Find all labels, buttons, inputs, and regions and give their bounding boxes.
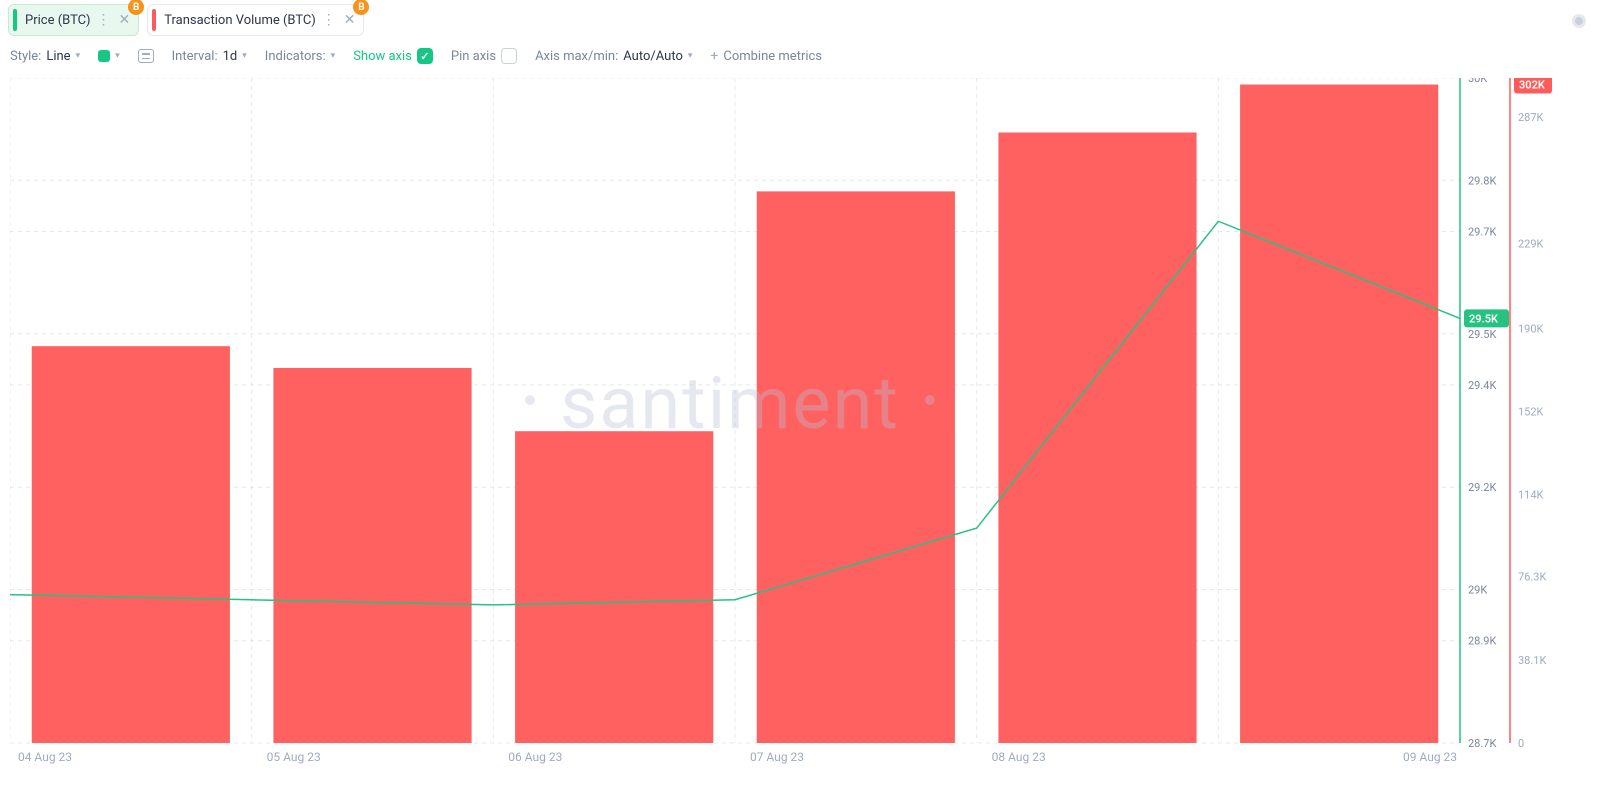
- axis-maxmin-label: Axis max/min:: [535, 49, 618, 64]
- chevron-down-icon: ▾: [688, 51, 693, 61]
- checkbox-checked-icon: [417, 48, 433, 64]
- status-indicator: [1572, 14, 1586, 28]
- y-axis-right-label: 190K: [1518, 323, 1544, 336]
- show-axis-toggle[interactable]: Show axis: [353, 48, 433, 64]
- metric-stripe: [152, 9, 156, 31]
- metric-pill-price[interactable]: Price (BTC) ⋮ ✕ B: [8, 4, 139, 36]
- metrics-row: Price (BTC) ⋮ ✕ B Transaction Volume (BT…: [0, 0, 1600, 40]
- metric-label: Price (BTC): [25, 13, 90, 28]
- y-axis-left-label: 28.7K: [1468, 737, 1496, 750]
- y-axis-left-label: 30K: [1468, 78, 1487, 85]
- plus-icon: +: [710, 48, 718, 64]
- x-axis-label: 09 Aug 23: [1403, 750, 1457, 764]
- x-axis-label: 07 Aug 23: [750, 750, 804, 764]
- y-axis-left-label: 29.2K: [1468, 481, 1496, 494]
- svg-text:302K: 302K: [1519, 79, 1546, 92]
- chart-svg: santiment 04 Aug 23 05 Aug 23 06 Aug 23 07 …: [10, 78, 1590, 773]
- y-axis-left-label: 29.7K: [1468, 225, 1496, 238]
- pin-axis-toggle[interactable]: Pin axis: [451, 48, 517, 64]
- y-axis-left-label: 29.8K: [1468, 174, 1496, 187]
- coin-badge-icon: B: [353, 0, 369, 15]
- chart-toolbar: Style: Line ▾ ▾ Interval: 1d ▾ Indicator…: [0, 40, 1600, 73]
- chevron-down-icon: ▾: [331, 51, 336, 61]
- indicators-label: Indicators:: [265, 49, 326, 64]
- color-swatch: [98, 50, 110, 62]
- style-value: Line: [46, 49, 70, 64]
- metric-stripe: [13, 9, 17, 31]
- chevron-down-icon: ▾: [115, 51, 120, 61]
- chart-area: santiment 04 Aug 23 05 Aug 23 06 Aug 23 07 …: [10, 78, 1590, 773]
- axis-current-badge: 29.5K: [1464, 309, 1509, 327]
- style-label: Style:: [10, 49, 41, 64]
- axis-maxmin-selector[interactable]: Axis max/min: Auto/Auto ▾: [535, 49, 692, 64]
- metric-label: Transaction Volume (BTC): [164, 13, 316, 28]
- y-axis-right-label: 38.1K: [1518, 654, 1546, 667]
- close-icon[interactable]: ✕: [116, 13, 132, 27]
- volume-bar: [32, 346, 230, 743]
- interval-selector[interactable]: Interval: 1d ▾: [172, 49, 247, 64]
- interval-label: Interval:: [172, 49, 218, 64]
- y-axis-left-label: 29.4K: [1468, 379, 1496, 392]
- volume-bar: [757, 191, 955, 743]
- chevron-down-icon: ▾: [242, 51, 247, 61]
- y-axis-right-label: 114K: [1518, 488, 1544, 501]
- style-selector[interactable]: Style: Line ▾: [10, 49, 80, 64]
- checkbox-icon: [501, 48, 517, 64]
- kebab-icon[interactable]: ⋮: [322, 13, 336, 27]
- close-icon[interactable]: ✕: [342, 13, 358, 27]
- x-axis-label: 08 Aug 23: [992, 750, 1046, 764]
- color-selector[interactable]: ▾: [98, 50, 120, 62]
- pin-axis-label: Pin axis: [451, 49, 496, 64]
- y-axis-left-label: 29.5K: [1468, 328, 1496, 341]
- show-axis-label: Show axis: [353, 49, 412, 64]
- chevron-down-icon: ▾: [76, 51, 81, 61]
- volume-bar: [515, 431, 713, 743]
- indicators-selector[interactable]: Indicators: ▾: [265, 49, 335, 64]
- scale-toggle[interactable]: [138, 49, 154, 63]
- x-axis-label: 05 Aug 23: [267, 750, 321, 764]
- y-axis-left-label: 28.9K: [1468, 635, 1496, 648]
- axis-maxmin-value: Auto/Auto: [623, 49, 683, 64]
- y-axis-right-label: 76.3K: [1518, 571, 1546, 584]
- svg-text:29.5K: 29.5K: [1469, 312, 1499, 325]
- volume-bar: [1240, 85, 1438, 743]
- x-axis-label: 06 Aug 23: [508, 750, 562, 764]
- axis-current-badge: 302K: [1514, 78, 1552, 94]
- y-axis-right-label: 152K: [1518, 406, 1544, 419]
- y-axis-right-label: 0: [1518, 737, 1524, 750]
- y-axis-left-label: 29K: [1468, 584, 1487, 597]
- metric-pill-volume[interactable]: Transaction Volume (BTC) ⋮ ✕ B: [147, 4, 364, 36]
- y-axis-right-label: 229K: [1518, 238, 1544, 251]
- watermark: santiment: [560, 361, 900, 446]
- coin-badge-icon: B: [128, 0, 144, 15]
- combine-label: Combine metrics: [723, 49, 822, 64]
- interval-value: 1d: [223, 49, 238, 64]
- y-axis-right-label: 287K: [1518, 111, 1544, 124]
- kebab-icon[interactable]: ⋮: [96, 13, 110, 27]
- volume-bar: [273, 368, 471, 743]
- scale-icon: [138, 49, 154, 63]
- combine-metrics-button[interactable]: + Combine metrics: [710, 48, 822, 64]
- x-axis-label: 04 Aug 23: [18, 750, 72, 764]
- volume-bar: [998, 133, 1196, 743]
